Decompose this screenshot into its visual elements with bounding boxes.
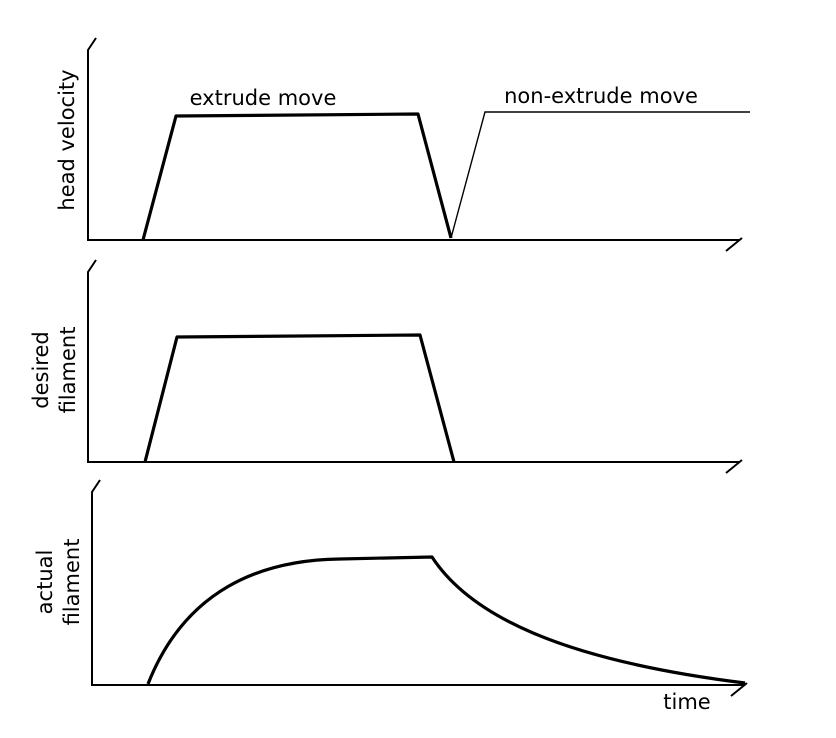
velocity-non-extrude xyxy=(450,111,750,239)
panel-head-velocity: head velocity extrude move non-extrude m… xyxy=(55,37,750,252)
annotation: non-extrude move xyxy=(504,84,698,108)
axis-arrow xyxy=(730,682,748,697)
axis xyxy=(87,259,740,463)
axis-label: head velocity xyxy=(55,69,79,210)
axis xyxy=(91,479,745,686)
velocity-extrude xyxy=(141,112,453,241)
axis-label: desired xyxy=(29,331,53,408)
axis-label: filament xyxy=(60,539,84,626)
panel-desired-filament: desired filament xyxy=(29,259,743,474)
desired-curve xyxy=(143,333,456,463)
axis-arrow xyxy=(725,459,743,474)
actual-curve xyxy=(146,555,746,685)
axis-label: filament xyxy=(56,327,80,414)
axis-label: actual xyxy=(33,550,57,615)
panel-actual-filament: actual filament time xyxy=(33,479,748,714)
x-axis-label: time xyxy=(663,690,710,714)
annotation: extrude move xyxy=(190,86,337,110)
axis-arrow xyxy=(725,237,743,252)
axis xyxy=(87,37,740,241)
